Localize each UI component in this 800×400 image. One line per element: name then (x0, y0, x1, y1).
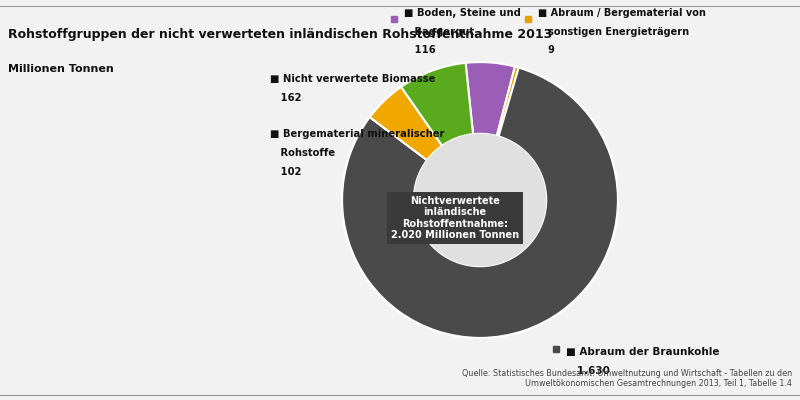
Text: ■ Abraum / Bergematerial von: ■ Abraum / Bergematerial von (538, 8, 706, 18)
Text: Millionen Tonnen: Millionen Tonnen (8, 64, 114, 74)
Wedge shape (497, 66, 518, 136)
Text: ■ Bergematerial mineralischer: ■ Bergematerial mineralischer (270, 129, 445, 139)
Text: Baggergut: Baggergut (404, 27, 474, 37)
Text: 116: 116 (404, 45, 436, 55)
Circle shape (414, 134, 546, 266)
Wedge shape (342, 68, 618, 338)
Text: Rohstoffe: Rohstoffe (270, 148, 335, 158)
Text: ■ Boden, Steine und: ■ Boden, Steine und (404, 8, 521, 18)
Text: 102: 102 (270, 168, 302, 178)
Text: 1.630: 1.630 (566, 366, 610, 376)
Text: ■ Abraum der Braunkohle: ■ Abraum der Braunkohle (566, 347, 719, 357)
Wedge shape (370, 87, 442, 160)
Text: Nichtverwertete
inländische
Rohstoffentnahme:
2.020 Millionen Tonnen: Nichtverwertete inländische Rohstoffentn… (391, 196, 519, 240)
Text: ■ Nicht verwertete Biomasse: ■ Nicht verwertete Biomasse (270, 74, 436, 84)
Wedge shape (466, 62, 515, 136)
Wedge shape (401, 63, 473, 146)
Text: Rohstoffgruppen der nicht verwerteten inländischen Rohstoffentnahme 2013: Rohstoffgruppen der nicht verwerteten in… (8, 28, 552, 41)
Text: 162: 162 (270, 93, 302, 103)
Text: sonstigen Energieträgern: sonstigen Energieträgern (538, 27, 689, 37)
Text: Quelle: Statistisches Bundesamt: Umweltnutzung und Wirtschaft - Tabellen zu den
: Quelle: Statistisches Bundesamt: Umweltn… (462, 369, 792, 388)
Text: 9: 9 (538, 45, 555, 55)
